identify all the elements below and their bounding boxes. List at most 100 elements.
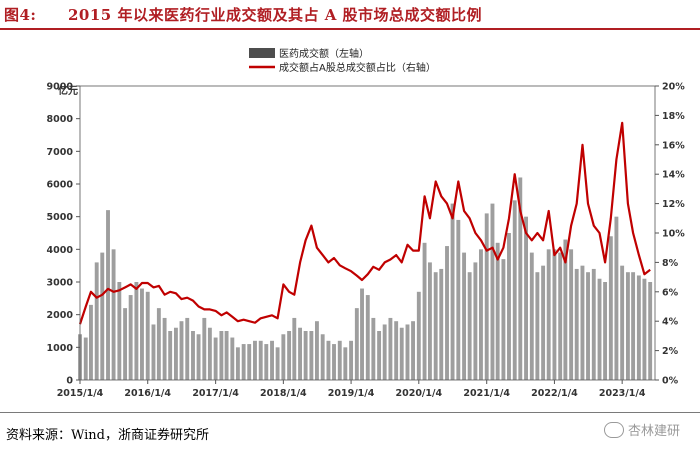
bar — [631, 272, 636, 380]
bar — [377, 331, 382, 380]
bar — [524, 216, 528, 380]
bar — [292, 317, 297, 380]
x-tick-label: 2019/1/4 — [328, 388, 375, 399]
bar — [83, 337, 88, 380]
bar — [332, 344, 336, 380]
bar — [151, 324, 156, 380]
left-tick-label: 2000 — [47, 310, 74, 321]
bar — [427, 262, 432, 380]
right-tick-label: 0% — [662, 376, 679, 387]
bar — [219, 331, 224, 380]
right-tick-label: 14% — [662, 170, 685, 181]
line-series — [78, 121, 651, 325]
bar — [173, 327, 178, 380]
bar — [439, 268, 444, 380]
right-tick-label: 10% — [662, 229, 685, 240]
legend-bar-label: 医药成交额（左轴） — [279, 47, 369, 60]
bar — [106, 210, 110, 380]
bar — [473, 262, 478, 380]
share-line — [78, 121, 651, 325]
left-tick-label: 4000 — [47, 245, 74, 256]
bar — [298, 327, 302, 380]
bar — [337, 340, 342, 380]
bar — [490, 203, 495, 380]
bar — [134, 282, 139, 380]
left-tick-label: 1000 — [47, 343, 74, 354]
bar — [445, 246, 449, 380]
bar — [235, 347, 240, 380]
left-tick-label: 6000 — [47, 180, 74, 191]
legend-line-label: 成交额占A股总成交额占比（右轴） — [279, 61, 436, 74]
bar — [270, 340, 274, 380]
left-tick-label: 0 — [66, 376, 73, 387]
bar — [145, 291, 150, 380]
bar — [529, 252, 534, 380]
bar — [512, 200, 517, 380]
legend: 医药成交额（左轴） 成交额占A股总成交额占比（右轴） — [249, 47, 436, 74]
bar — [648, 282, 653, 380]
bar — [495, 242, 500, 380]
axes: 0 1000 2000 3000 4000 5000 6000 7000 8000 9000 0% 2… — [47, 82, 686, 400]
bar — [382, 324, 387, 380]
bar — [168, 331, 173, 380]
left-axis-unit: 亿元 — [58, 84, 78, 97]
bar — [569, 249, 574, 380]
bar — [128, 295, 133, 380]
bar — [326, 340, 331, 380]
bar — [456, 219, 461, 380]
right-tick-label: 16% — [662, 140, 685, 151]
bar — [625, 272, 630, 380]
bar — [546, 249, 551, 380]
bar — [191, 331, 195, 380]
bar — [365, 295, 370, 380]
watermark-text: 杏林建研 — [627, 424, 680, 439]
x-tick-label: 2023/1/4 — [599, 388, 646, 399]
figure-label: 图4: — [4, 6, 37, 24]
chat-bubble-icon — [603, 421, 624, 438]
bar — [156, 308, 161, 380]
bar — [620, 265, 625, 380]
bar — [636, 275, 641, 380]
bar — [253, 340, 257, 380]
bar — [100, 252, 105, 380]
left-tick-label: 9000 — [47, 82, 74, 93]
bar — [614, 216, 619, 380]
legend-bar-swatch — [249, 48, 275, 58]
x-tick-label: 2022/1/4 — [531, 388, 578, 399]
bar — [264, 344, 269, 380]
x-tick-label: 2017/1/4 — [192, 388, 239, 399]
right-tick-label: 6% — [662, 287, 679, 298]
bar — [281, 334, 286, 380]
bar — [399, 327, 404, 380]
bar — [462, 252, 467, 380]
bar — [309, 331, 314, 380]
title-rule — [0, 28, 700, 30]
right-tick-label: 4% — [662, 317, 679, 328]
bar — [354, 308, 359, 380]
bar — [394, 321, 399, 380]
source-note: 资料来源：Wind，浙商证券研究所 — [6, 428, 209, 443]
right-tick-label: 20% — [662, 82, 685, 93]
left-tick-label: 3000 — [47, 278, 74, 289]
chart: 0 1000 2000 3000 4000 5000 6000 7000 8000 9000 0% 2… — [47, 47, 686, 400]
figure-title-text: 2015 年以来医药行业成交额及其占 A 股市场总成交额比例 — [68, 6, 483, 24]
x-tick-label: 2016/1/4 — [124, 388, 171, 399]
bar — [117, 282, 122, 380]
right-tick-label: 8% — [662, 258, 679, 269]
bar — [591, 268, 596, 380]
bar — [586, 272, 590, 380]
right-tick-label: 18% — [662, 111, 685, 122]
right-tick-label: 2% — [662, 346, 679, 357]
left-tick-label: 7000 — [47, 147, 74, 158]
bar — [552, 249, 557, 380]
bar — [140, 288, 144, 380]
bar — [580, 265, 585, 380]
bar-series — [78, 177, 653, 380]
bar — [123, 308, 128, 380]
bar — [541, 265, 546, 380]
bar — [241, 344, 246, 380]
bar — [479, 249, 483, 380]
bar — [343, 347, 348, 380]
x-tick-label: 2015/1/4 — [57, 388, 104, 399]
x-tick-label: 2018/1/4 — [260, 388, 307, 399]
